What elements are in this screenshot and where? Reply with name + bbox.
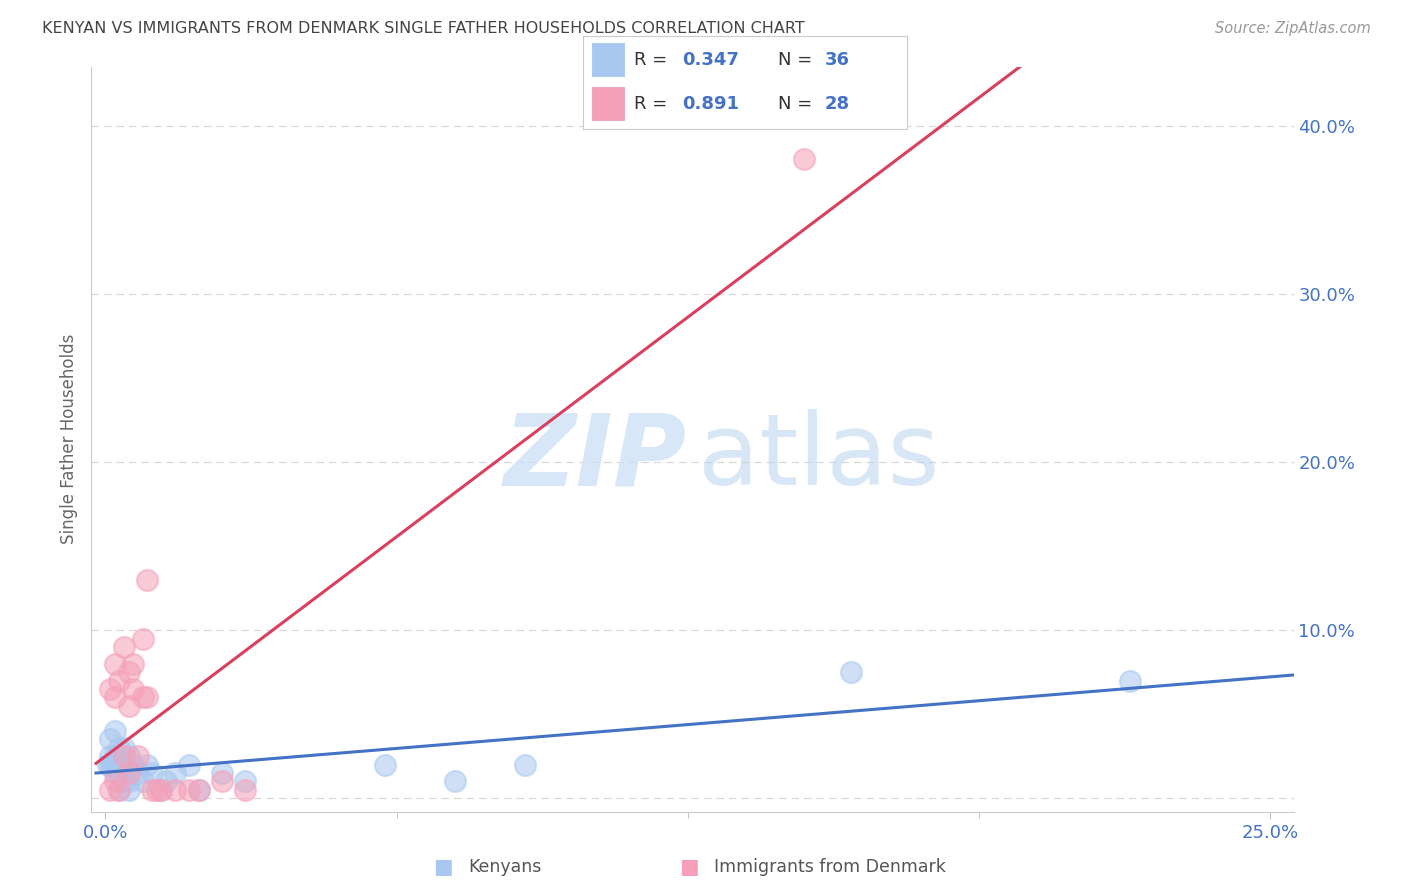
- Point: [165, 782, 187, 797]
- Point: [187, 782, 209, 797]
- Y-axis label: Single Father Households: Single Father Households: [60, 334, 79, 544]
- Text: KENYAN VS IMMIGRANTS FROM DENMARK SINGLE FATHER HOUSEHOLDS CORRELATION CHART: KENYAN VS IMMIGRANTS FROM DENMARK SINGLE…: [42, 21, 804, 36]
- Text: 28: 28: [824, 95, 849, 112]
- Point: [122, 681, 145, 696]
- Point: [98, 782, 121, 797]
- Point: [112, 740, 135, 755]
- Point: [118, 766, 141, 780]
- Text: atlas: atlas: [699, 409, 941, 507]
- Point: [97, 757, 120, 772]
- Text: Immigrants from Denmark: Immigrants from Denmark: [714, 858, 946, 876]
- Text: R =: R =: [634, 95, 672, 112]
- Point: [150, 782, 173, 797]
- Point: [108, 782, 131, 797]
- Point: [127, 749, 149, 764]
- Point: [211, 766, 233, 780]
- Text: ■: ■: [679, 857, 699, 877]
- Text: ■: ■: [433, 857, 453, 877]
- Text: Source: ZipAtlas.com: Source: ZipAtlas.com: [1215, 21, 1371, 36]
- Point: [98, 681, 121, 696]
- Point: [127, 766, 149, 780]
- Point: [839, 665, 862, 680]
- Text: ZIP: ZIP: [503, 409, 686, 507]
- Point: [141, 782, 163, 797]
- Point: [118, 782, 141, 797]
- Point: [150, 782, 173, 797]
- Point: [101, 757, 124, 772]
- Point: [108, 782, 131, 797]
- Point: [211, 774, 233, 789]
- Point: [513, 757, 536, 772]
- Point: [1119, 673, 1142, 688]
- Point: [104, 757, 127, 772]
- Bar: [592, 43, 624, 76]
- Point: [104, 724, 127, 739]
- Point: [443, 774, 465, 789]
- Text: N =: N =: [778, 95, 817, 112]
- Point: [108, 757, 131, 772]
- Point: [118, 774, 141, 789]
- Point: [131, 774, 153, 789]
- Point: [131, 632, 153, 646]
- Point: [136, 757, 159, 772]
- Point: [104, 766, 127, 780]
- Point: [112, 749, 135, 764]
- Text: 0.347: 0.347: [682, 51, 740, 69]
- Point: [104, 774, 127, 789]
- Point: [374, 757, 396, 772]
- Point: [98, 732, 121, 747]
- Point: [104, 657, 127, 671]
- Point: [122, 657, 145, 671]
- Text: 0.891: 0.891: [682, 95, 740, 112]
- Point: [165, 766, 187, 780]
- Point: [104, 690, 127, 705]
- Point: [233, 774, 256, 789]
- Point: [131, 690, 153, 705]
- Text: Kenyans: Kenyans: [468, 858, 541, 876]
- Point: [233, 782, 256, 797]
- Point: [112, 774, 135, 789]
- Point: [136, 690, 159, 705]
- Point: [98, 757, 121, 772]
- Point: [118, 749, 141, 764]
- Point: [145, 782, 167, 797]
- Point: [187, 782, 209, 797]
- Point: [98, 749, 121, 764]
- Point: [136, 573, 159, 587]
- Point: [108, 673, 131, 688]
- Text: R =: R =: [634, 51, 672, 69]
- Point: [155, 774, 177, 789]
- Point: [179, 782, 201, 797]
- Point: [108, 740, 131, 755]
- Bar: [592, 87, 624, 120]
- Point: [141, 766, 163, 780]
- Point: [118, 665, 141, 680]
- Point: [104, 749, 127, 764]
- Point: [793, 153, 815, 167]
- Point: [118, 698, 141, 713]
- Point: [179, 757, 201, 772]
- Text: 36: 36: [824, 51, 849, 69]
- Point: [112, 757, 135, 772]
- Point: [112, 640, 135, 654]
- Point: [122, 757, 145, 772]
- Text: N =: N =: [778, 51, 817, 69]
- Point: [108, 766, 131, 780]
